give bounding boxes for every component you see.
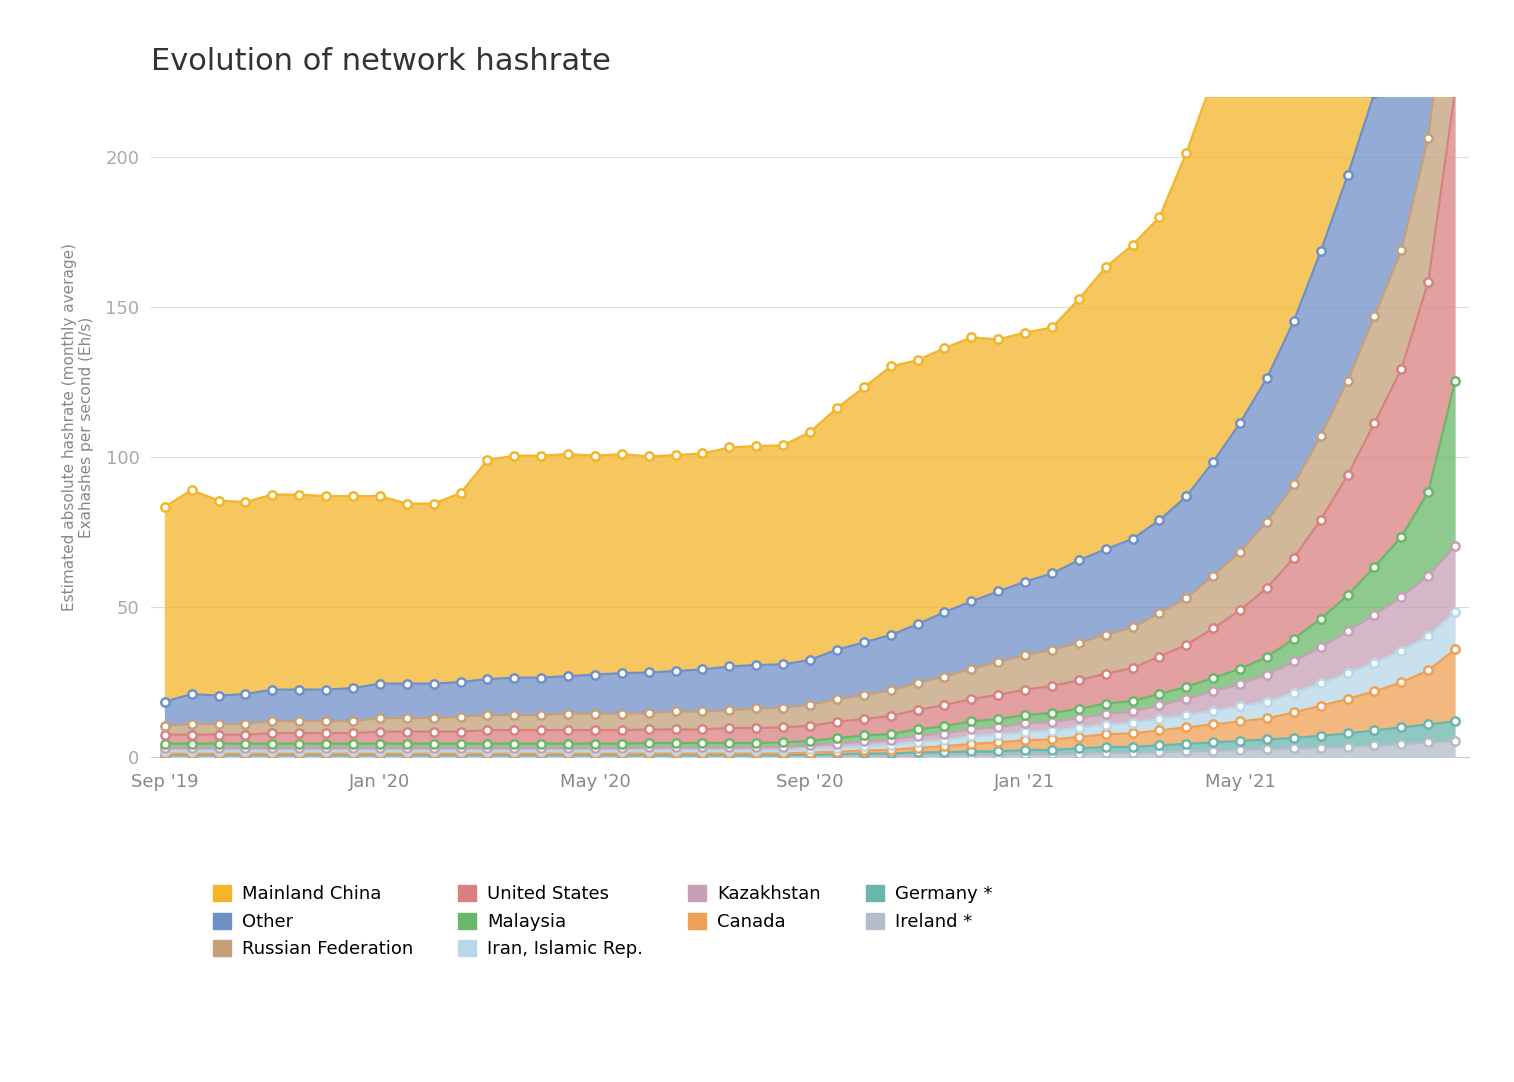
Y-axis label: Estimated absolute hashrate (monthly average)
Exahashes per second (Eh/s): Estimated absolute hashrate (monthly ave… [62, 243, 94, 611]
Legend: Mainland China, Other, Russian Federation, United States, Malaysia, Iran, Islami: Mainland China, Other, Russian Federatio… [213, 885, 993, 958]
Text: Evolution of network hashrate: Evolution of network hashrate [151, 47, 612, 76]
